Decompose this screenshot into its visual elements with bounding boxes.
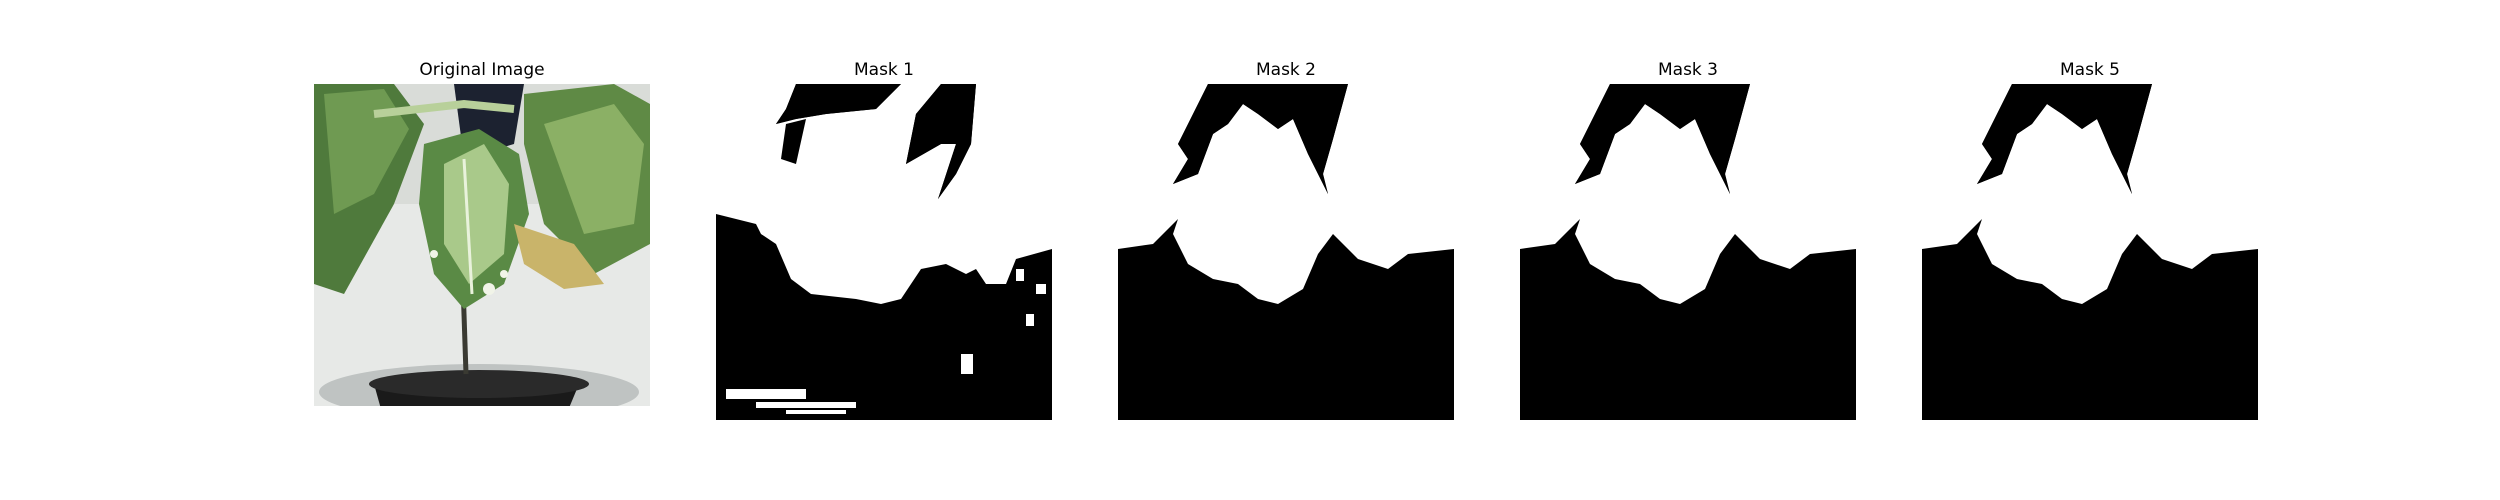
panel-title: Mask 2 — [1255, 60, 1316, 80]
mask-1-image — [716, 84, 1052, 420]
mask-3-image — [1520, 84, 1856, 420]
panel-title: Mask 1 — [853, 60, 914, 80]
panel-title: Original Image — [419, 60, 545, 80]
panel-title: Mask 5 — [2059, 60, 2120, 80]
original-image — [314, 84, 650, 420]
mask-5-image — [1922, 84, 2258, 420]
mask-2-image — [1118, 84, 1454, 420]
panel-title: Mask 3 — [1657, 60, 1718, 80]
